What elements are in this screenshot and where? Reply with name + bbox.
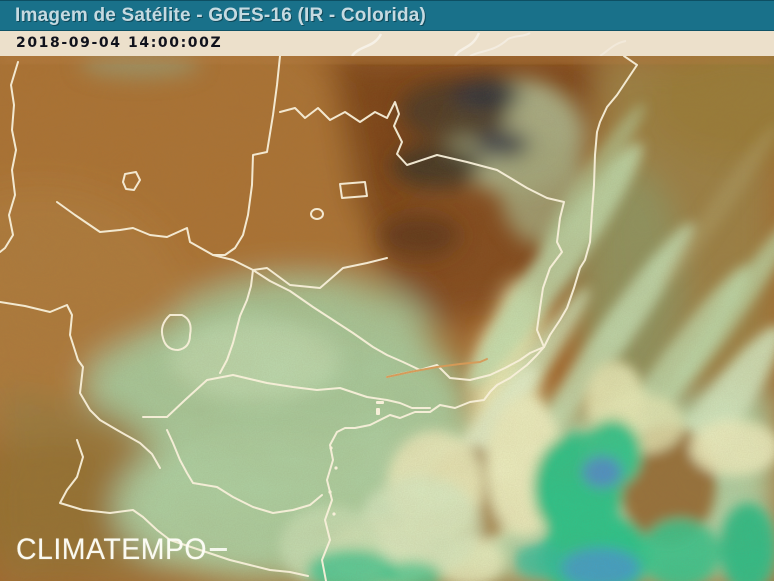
title-bar: Imagem de Satélite - GOES-16 (IR - Color… xyxy=(0,0,774,31)
brand-watermark: CLIMATEMPO xyxy=(16,533,228,567)
brand-watermark-text: CLIMATEMPO xyxy=(16,533,208,566)
map-grain-texture xyxy=(0,56,774,581)
page-title: Imagem de Satélite - GOES-16 (IR - Color… xyxy=(15,5,427,26)
timestamp-text: 2018-09-04 14:00:00Z xyxy=(16,35,223,51)
satellite-imagery xyxy=(0,56,774,581)
satellite-map: CLIMATEMPO xyxy=(0,56,774,581)
brand-watermark-dash xyxy=(209,548,228,551)
coastal-island-dots xyxy=(328,401,384,516)
timestamp-bar: 2018-09-04 14:00:00Z xyxy=(0,31,774,56)
timestamp-bar-map-texture xyxy=(350,32,627,56)
